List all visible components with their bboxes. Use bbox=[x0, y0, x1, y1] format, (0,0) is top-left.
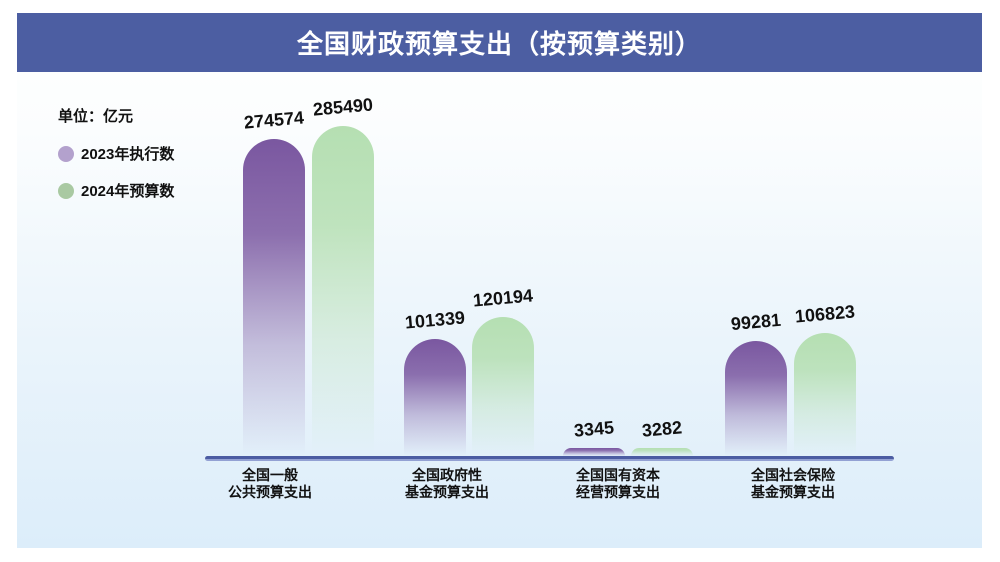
chart-area: 274574 101339 3345 99281 285490 120194 3282 106… bbox=[17, 13, 982, 548]
bar-series1-group3 bbox=[794, 333, 856, 456]
bar-value-label: 285490 bbox=[312, 94, 374, 120]
page-title: 全国财政预算支出（按预算类别） bbox=[296, 29, 702, 59]
legend-swatch-2023-icon bbox=[58, 145, 74, 162]
bar-series0-group3 bbox=[725, 341, 787, 456]
bar-value-label: 3345 bbox=[573, 417, 615, 441]
x-axis-line bbox=[205, 456, 894, 461]
category-label: 全国一般 公共预算支出 bbox=[228, 467, 312, 500]
category-label: 全国国有资本 经营预算支出 bbox=[576, 467, 660, 500]
chart-header: 全国财政预算支出（按预算类别） bbox=[17, 13, 982, 72]
legend-label-2024: 2024年预算数 bbox=[81, 183, 175, 200]
bar-value-label: 106823 bbox=[794, 301, 856, 327]
bar-value-label: 3282 bbox=[641, 417, 683, 441]
category-label: 全国社会保险 基金预算支出 bbox=[751, 467, 835, 500]
legend-swatch-2024-icon bbox=[58, 182, 74, 199]
category-label: 全国政府性 基金预算支出 bbox=[405, 467, 489, 500]
bar-value-label: 101339 bbox=[404, 307, 466, 333]
unit-label: 单位：亿元 bbox=[58, 108, 134, 125]
bar-series0-group2 bbox=[563, 448, 625, 456]
bar-series0-group0 bbox=[243, 139, 305, 456]
bar-series0-group1 bbox=[404, 339, 466, 456]
bar-value-label: 274574 bbox=[243, 107, 305, 133]
legend-item-2024: 2024年预算数 bbox=[58, 180, 174, 201]
bar-series1-group0 bbox=[312, 126, 374, 456]
bar-value-label: 120194 bbox=[472, 285, 534, 311]
legend-label-2023: 2023年执行数 bbox=[81, 146, 175, 163]
bar-series1-group1 bbox=[472, 317, 534, 456]
chart-card: 全国财政预算支出（按预算类别） 单位：亿元 2023年执行数 2024年预算数 … bbox=[17, 13, 982, 548]
bar-series1-group2 bbox=[631, 448, 693, 456]
bar-value-label: 99281 bbox=[730, 309, 782, 335]
legend: 单位：亿元 2023年执行数 2024年预算数 bbox=[58, 105, 174, 217]
legend-item-2023: 2023年执行数 bbox=[58, 143, 174, 164]
